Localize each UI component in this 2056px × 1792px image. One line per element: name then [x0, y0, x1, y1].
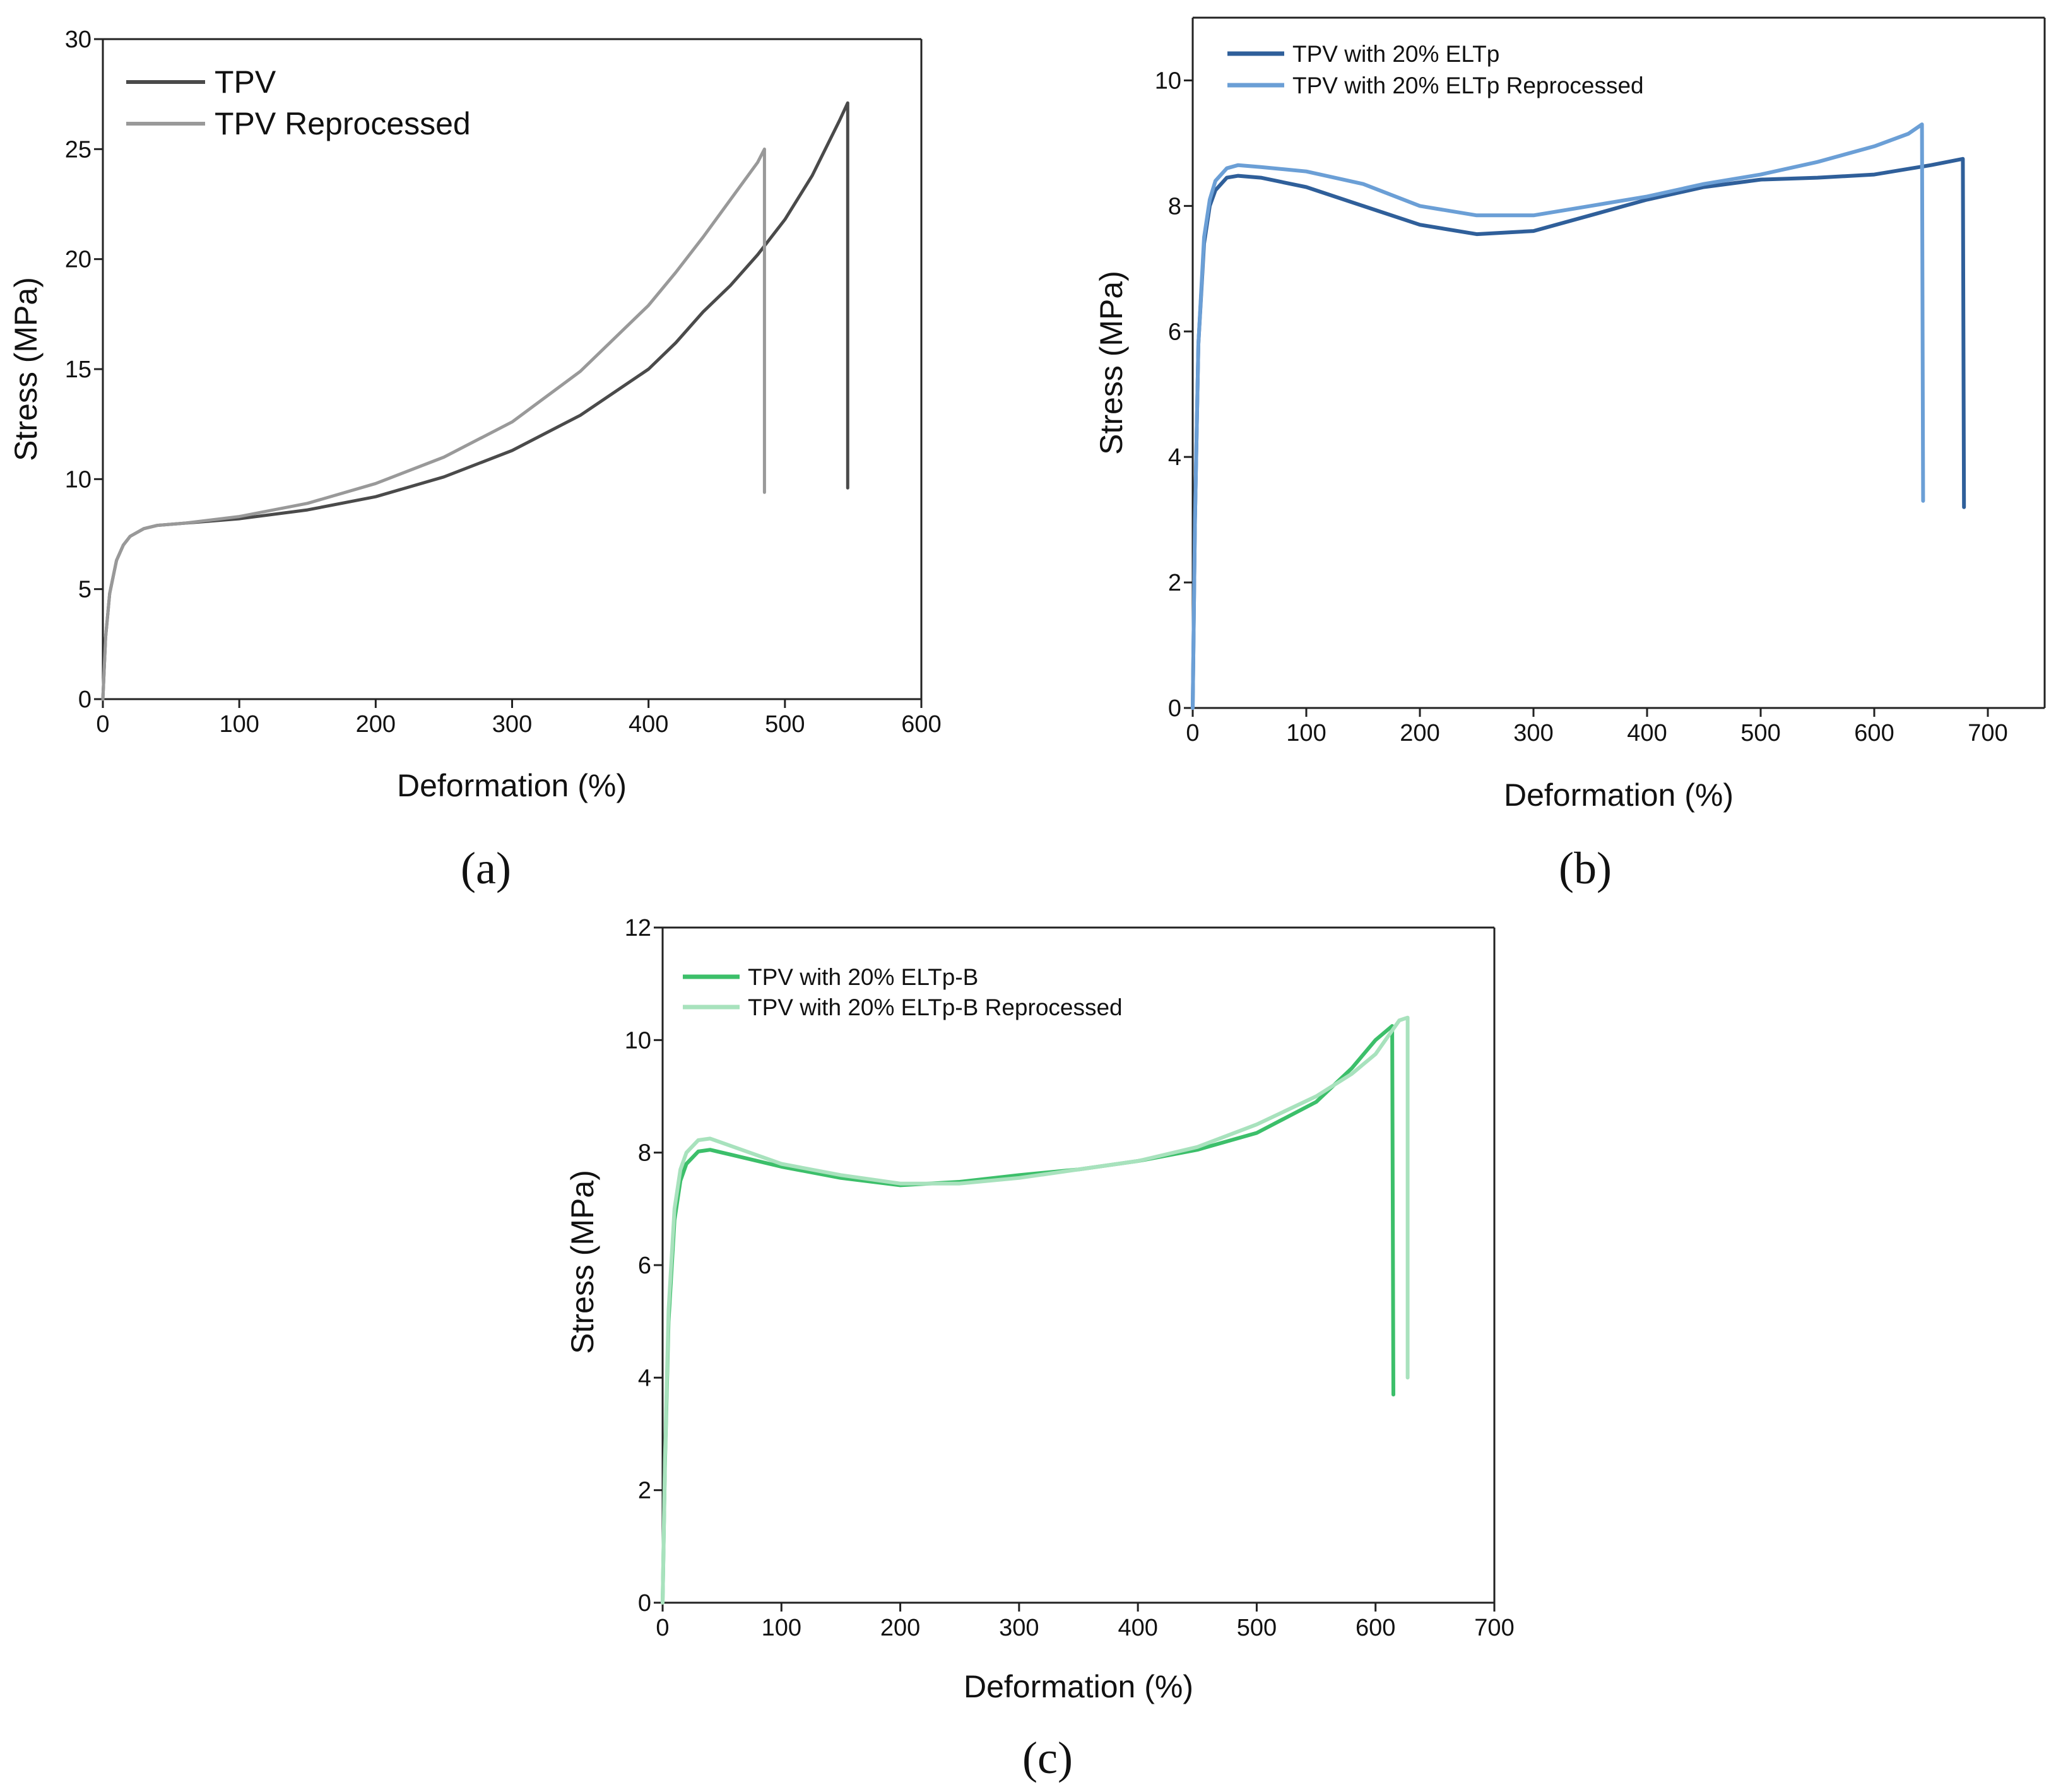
x-tick-label: 400	[1627, 720, 1667, 746]
y-tick-label: 6	[638, 1253, 651, 1279]
panel-c: 0 100 200 300 400 500 600 700 0 2 4 6 8 10 12 Deformat…	[565, 915, 1515, 1783]
panel-a-series	[101, 101, 849, 701]
y-tick-label: 4	[638, 1365, 651, 1391]
y-tick-label: 15	[65, 357, 92, 383]
y-tick-label: 25	[65, 136, 92, 163]
series-line-tpv-with-20-eltp-reprocessed	[1191, 122, 1925, 710]
panel-b: 0 100 200 300 400 500 600 700 0 2 4 6 8 10 Deformatio…	[1094, 16, 2046, 893]
y-tick-label: 8	[1168, 193, 1181, 220]
y-tick-label: 12	[625, 915, 651, 941]
y-tick-label: 0	[78, 687, 92, 713]
x-tick-label: 700	[1968, 720, 2007, 746]
y-tick-label: 0	[638, 1590, 651, 1617]
panel-b-y-axis-label: Stress (MPa)	[1094, 271, 1129, 455]
panel-b-legend: TPV with 20% ELTp TPV with 20% ELTp Repr…	[1227, 41, 1644, 98]
x-tick-label: 300	[1513, 720, 1553, 746]
panel-b-ticks: 0 100 200 300 400 500 600 700 0 2 4 6 8 10	[1155, 68, 2008, 746]
legend-label-eltp-reprocessed: TPV with 20% ELTp Reprocessed	[1292, 73, 1644, 98]
y-tick-label: 6	[1168, 319, 1181, 345]
x-tick-label: 100	[219, 711, 259, 738]
x-tick-label: 300	[999, 1615, 1039, 1641]
y-tick-label: 10	[65, 466, 92, 493]
y-tick-label: 0	[1168, 695, 1181, 722]
series-line-tpv-with-20-eltp	[1191, 156, 1966, 710]
panel-c-x-axis-label: Deformation (%)	[964, 1669, 1193, 1704]
panel-c-ticks: 0 100 200 300 400 500 600 700 0 2 4 6 8 10 12	[625, 915, 1515, 1641]
y-tick-label: 20	[65, 247, 92, 273]
legend-label-eltp-b-reprocessed: TPV with 20% ELTp-B Reprocessed	[748, 994, 1123, 1020]
panel-c-series	[661, 1015, 1410, 1605]
x-tick-label: 400	[629, 711, 668, 738]
x-tick-label: 200	[880, 1615, 920, 1641]
panel-a-label: (a)	[461, 843, 511, 893]
x-tick-label: 500	[1237, 1615, 1277, 1641]
x-tick-label: 200	[1400, 720, 1439, 746]
x-tick-label: 700	[1474, 1615, 1514, 1641]
series-line-tpv-reprocessed	[101, 147, 766, 701]
panel-a-x-axis-label: Deformation (%)	[397, 768, 627, 803]
x-tick-label: 200	[356, 711, 396, 738]
x-tick-label: 0	[1186, 720, 1199, 746]
panel-c-legend: TPV with 20% ELTp-B TPV with 20% ELTp-B …	[683, 964, 1123, 1020]
x-tick-label: 600	[1854, 720, 1894, 746]
panel-a-legend: TPV TPV Reprocessed	[126, 64, 471, 141]
y-tick-label: 4	[1168, 444, 1181, 471]
x-tick-label: 600	[1356, 1615, 1395, 1641]
legend-label-tpv-reprocessed: TPV Reprocessed	[215, 106, 471, 141]
series-line-tpv-with-20-eltp-b-reprocessed	[661, 1015, 1410, 1605]
x-tick-label: 500	[1740, 720, 1780, 746]
legend-label-eltp: TPV with 20% ELTp	[1292, 41, 1499, 67]
y-tick-label: 5	[78, 577, 92, 603]
y-tick-label: 10	[625, 1027, 651, 1054]
panel-a-ticks: 0 100 200 300 400 500 600 0 5 10 15 20 25 30	[65, 27, 942, 738]
x-tick-label: 600	[901, 711, 941, 738]
x-tick-label: 100	[1286, 720, 1326, 746]
panel-a-y-axis-label: Stress (MPa)	[8, 277, 44, 461]
panel-b-series	[1191, 122, 1966, 710]
y-tick-label: 2	[1168, 570, 1181, 596]
panel-c-label: (c)	[1022, 1733, 1073, 1783]
panel-b-x-axis-label: Deformation (%)	[1504, 777, 1734, 813]
panel-c-y-axis-label: Stress (MPa)	[565, 1170, 600, 1354]
panel-b-label: (b)	[1559, 843, 1612, 893]
x-tick-label: 300	[492, 711, 532, 738]
x-tick-label: 500	[765, 711, 805, 738]
x-tick-label: 400	[1118, 1615, 1157, 1641]
legend-label-eltp-b: TPV with 20% ELTp-B	[748, 964, 978, 990]
y-tick-label: 10	[1155, 68, 1181, 94]
y-tick-label: 30	[65, 27, 92, 53]
panel-a: 0 100 200 300 400 500 600 0 5 10 15 20 25 30 Deformat…	[8, 27, 942, 893]
y-tick-label: 8	[638, 1140, 651, 1167]
x-tick-label: 0	[656, 1615, 669, 1641]
legend-label-tpv: TPV	[215, 64, 276, 100]
x-tick-label: 100	[762, 1615, 801, 1641]
x-tick-label: 0	[96, 711, 109, 738]
y-tick-label: 2	[638, 1478, 651, 1504]
